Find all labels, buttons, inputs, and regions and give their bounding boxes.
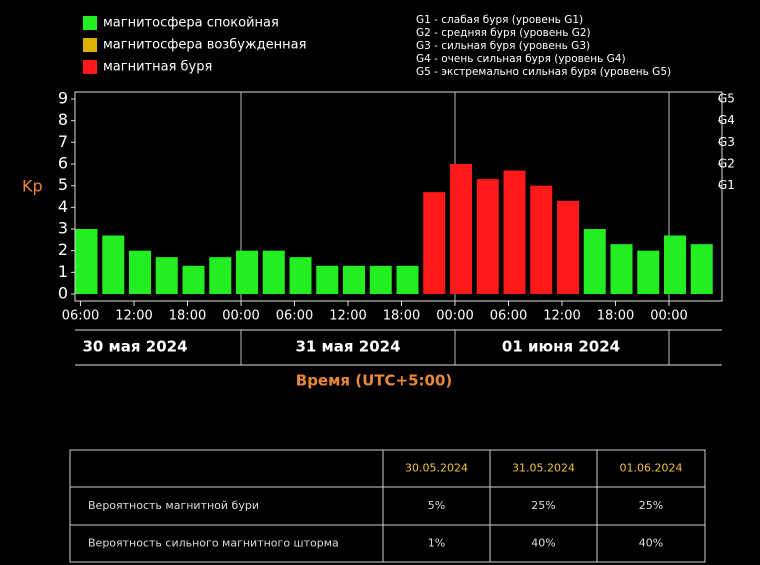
y-tick-label: 0	[58, 284, 68, 303]
x-tick-label: 12:00	[329, 309, 366, 324]
y-tick-label: 7	[58, 132, 68, 151]
x-tick-label: 00:00	[650, 309, 687, 324]
bar	[664, 235, 686, 294]
storm-level: G5 - экстремально сильная буря (уровень …	[416, 66, 671, 78]
bar	[343, 265, 365, 294]
bar	[583, 229, 606, 294]
storm-level: G2 - средняя буря (уровень G2)	[416, 27, 591, 39]
y2-tick-label: G3	[718, 135, 735, 149]
y-tick-label: 6	[58, 154, 68, 173]
storm-level: G3 - сильная буря (уровень G3)	[416, 40, 590, 52]
bar	[503, 170, 526, 294]
bar	[396, 265, 419, 294]
y-axis-label: Kp	[22, 177, 43, 196]
legend-swatch	[83, 60, 97, 74]
x-tick-label: 12:00	[543, 309, 580, 324]
table-header: 01.06.2024	[620, 462, 683, 475]
x-tick-label: 06:00	[276, 309, 313, 324]
y-tick-label: 3	[58, 219, 68, 238]
x-tick-label: 06:00	[62, 309, 99, 324]
table-cell: 25%	[639, 499, 663, 512]
table	[69, 449, 706, 563]
y-tick-label: 5	[58, 175, 68, 194]
x-tick-label: 06:00	[490, 309, 527, 324]
bar	[476, 179, 499, 294]
bar	[557, 200, 579, 294]
legend-swatch	[83, 38, 97, 52]
y-tick-label: 9	[58, 89, 68, 108]
bar	[155, 257, 178, 294]
legend-label: магнитосфера возбужденная	[103, 38, 306, 53]
bar	[530, 185, 553, 294]
bar	[423, 192, 446, 294]
y2-tick-label: G2	[718, 157, 735, 171]
day-label: 01 июня 2024	[502, 338, 620, 356]
table-cell: 5%	[428, 499, 445, 512]
table-header: 30.05.2024	[405, 462, 468, 475]
bar	[75, 229, 98, 294]
y2-tick-label: G1	[718, 178, 735, 192]
table-cell: 1%	[428, 537, 445, 550]
legend-label: магнитосфера спокойная	[103, 16, 279, 31]
bar	[182, 265, 205, 294]
legend-swatch	[83, 16, 97, 30]
table-cell: 25%	[531, 499, 555, 512]
bar	[369, 265, 392, 294]
bar	[289, 257, 312, 294]
storm-level: G4 - очень сильная буря (уровень G4)	[416, 53, 626, 65]
y2-tick-label: G4	[718, 113, 735, 127]
bar	[262, 250, 285, 294]
table-row-label: Вероятность сильного магнитного шторма	[88, 537, 339, 550]
day-label: 31 мая 2024	[295, 338, 400, 356]
table-cell: 40%	[639, 537, 663, 550]
y-tick-label: 1	[58, 262, 68, 281]
x-tick-label: 18:00	[383, 309, 420, 324]
table-cell: 40%	[531, 537, 555, 550]
bar	[209, 257, 232, 294]
x-tick-label: 00:00	[436, 309, 473, 324]
bar	[316, 265, 339, 294]
y2-tick-label: G5	[718, 92, 735, 106]
table-row-label: Вероятность магнитной бури	[88, 499, 259, 512]
legend-label: магнитная буря	[103, 60, 212, 75]
bar	[129, 250, 151, 294]
x-tick-label: 18:00	[597, 309, 634, 324]
bar	[690, 244, 713, 294]
bar	[236, 250, 258, 294]
y-tick-label: 8	[58, 110, 68, 129]
bar	[102, 235, 125, 294]
bar	[610, 244, 633, 294]
x-tick-label: 18:00	[169, 309, 206, 324]
storm-level: G1 - слабая буря (уровень G1)	[416, 14, 583, 26]
x-tick-label: 00:00	[222, 309, 259, 324]
y-tick-label: 2	[58, 240, 68, 259]
bar	[637, 250, 660, 294]
bar	[450, 164, 472, 294]
x-axis-label: Время (UTC+5:00)	[296, 372, 452, 390]
y-tick-label: 4	[58, 197, 68, 216]
x-tick-label: 12:00	[115, 309, 152, 324]
table-header: 31.05.2024	[512, 462, 575, 475]
day-label: 30 мая 2024	[82, 338, 187, 356]
